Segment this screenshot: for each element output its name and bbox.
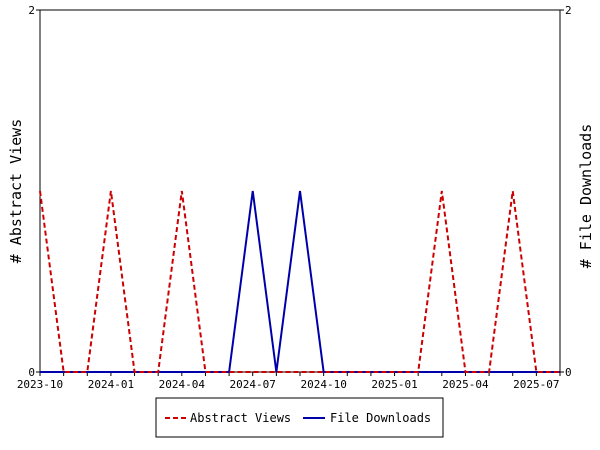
x-tick-label: 2024-07 — [230, 378, 276, 391]
y-tick-label-right: 0 — [565, 366, 572, 379]
y-axis-right-title: # File Downloads — [577, 124, 595, 269]
x-tick-label: 2023-10 — [17, 378, 63, 391]
x-tick-label: 2025-01 — [371, 378, 417, 391]
legend-label-abstract-views: Abstract Views — [190, 411, 291, 425]
x-tick-label: 2025-07 — [513, 378, 559, 391]
x-tick-label: 2025-04 — [442, 378, 489, 391]
legend-label-file-downloads: File Downloads — [330, 411, 431, 425]
series-line-abstract-views — [39, 190, 560, 373]
y-axis-left-title: # Abstract Views — [7, 119, 25, 264]
y-tick-label-left: 2 — [28, 4, 35, 17]
x-axis: 2023-10 2024-01 2024-04 2024-07 2024-10 2025-… — [17, 372, 561, 391]
legend: Abstract Views File Downloads — [155, 397, 444, 438]
y-tick-label-right: 2 — [565, 4, 572, 17]
y-tick-label-left: 0 — [28, 366, 35, 379]
legend-box — [155, 397, 444, 438]
x-tick-label: 2024-10 — [300, 378, 346, 391]
x-tick-label: 2024-04 — [159, 378, 206, 391]
x-tick-label: 2024-01 — [88, 378, 134, 391]
y-axis: 0 2 0 2 — [28, 4, 571, 379]
series-layer — [39, 190, 560, 373]
